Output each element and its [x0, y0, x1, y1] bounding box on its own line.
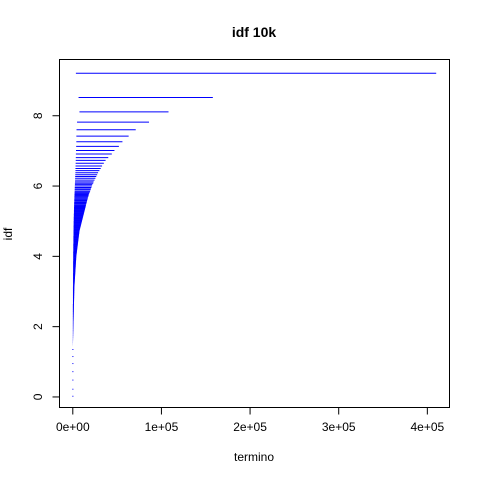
idf-point	[72, 349, 73, 350]
idf-point	[72, 389, 73, 390]
y-tick-label: 6	[31, 182, 45, 189]
x-tick-label: 1e+05	[145, 420, 179, 434]
idf-point	[72, 380, 73, 381]
y-tick-label: 0	[31, 393, 45, 400]
idf-point	[72, 356, 73, 357]
x-tick-label: 4e+05	[410, 420, 444, 434]
idf-point	[72, 371, 73, 372]
x-tick-label: 3e+05	[322, 420, 356, 434]
y-tick-label: 2	[31, 323, 45, 330]
idf-point	[72, 363, 73, 364]
x-tick-label: 0e+00	[56, 420, 90, 434]
y-axis-label: idf	[1, 227, 15, 240]
y-tick-label: 4	[31, 253, 45, 260]
y-tick-label: 8	[31, 112, 45, 119]
x-tick-label: 2e+05	[233, 420, 267, 434]
idf-point	[72, 396, 73, 397]
chart-title: idf 10k	[232, 24, 277, 40]
x-axis-label: termino	[234, 450, 274, 464]
